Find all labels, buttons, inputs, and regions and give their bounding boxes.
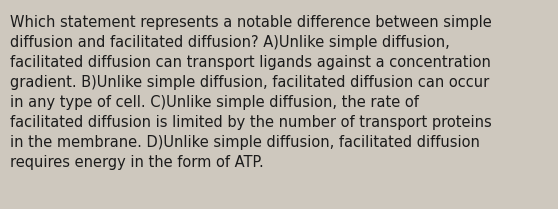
- Text: Which statement represents a notable difference between simple
diffusion and fac: Which statement represents a notable dif…: [10, 15, 492, 170]
